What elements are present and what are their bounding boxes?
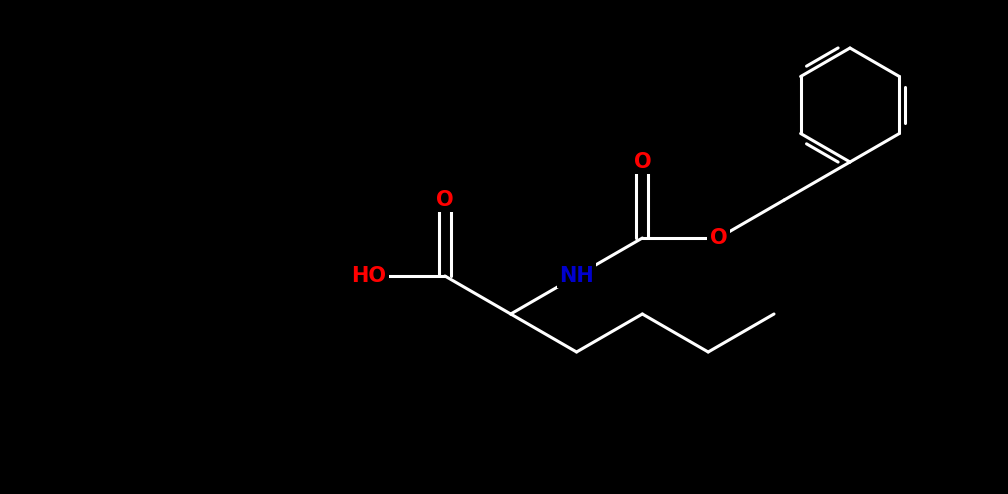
- Text: O: O: [710, 228, 727, 248]
- Text: NH: NH: [559, 266, 594, 286]
- Text: O: O: [436, 190, 454, 210]
- Text: HO: HO: [352, 266, 386, 286]
- Text: O: O: [634, 152, 651, 172]
